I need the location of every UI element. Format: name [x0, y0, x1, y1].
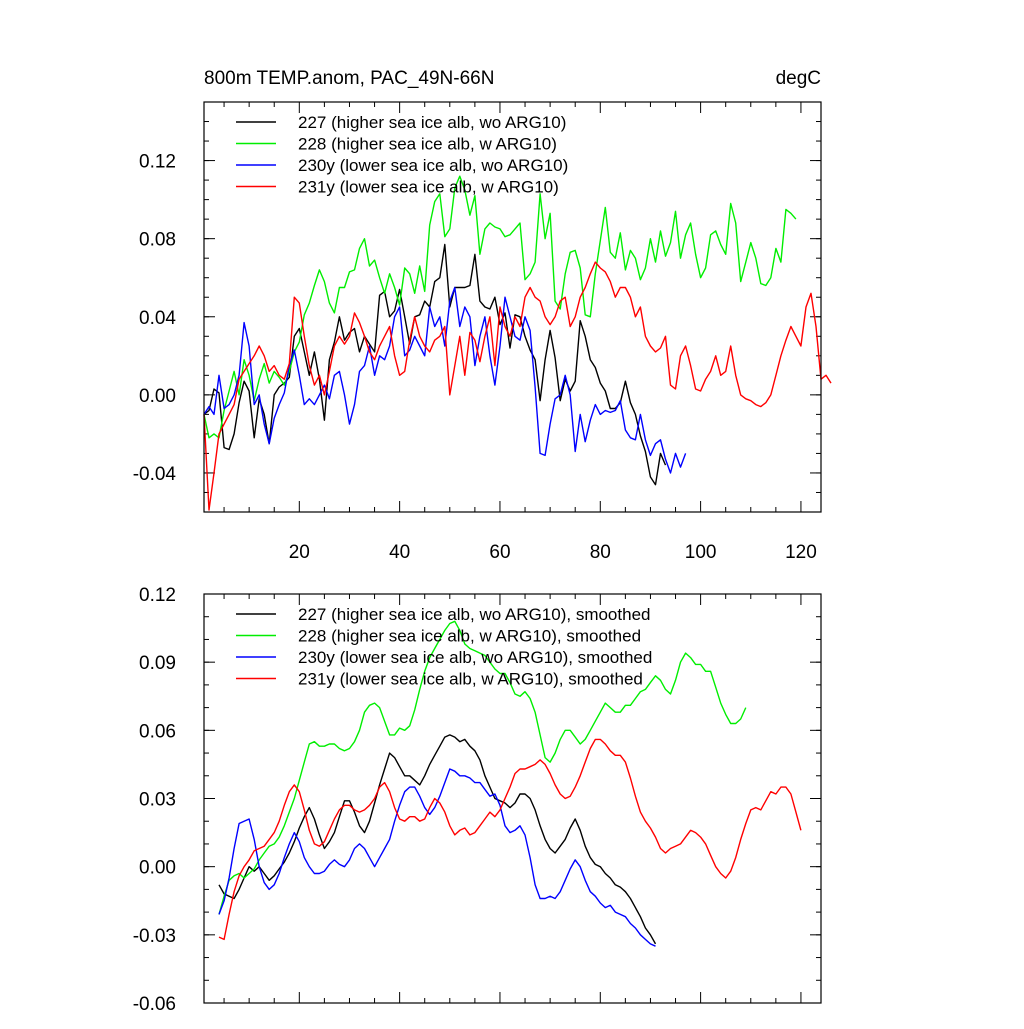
y-tick-label: 0.00	[139, 386, 176, 407]
bottom-plot-frame	[203, 593, 822, 1004]
series-line-3	[203, 261, 832, 511]
legend-label-1: 228 (higher sea ice alb, w ARG10)	[298, 135, 557, 154]
y-tick-label: 0.09	[139, 653, 176, 674]
bottom-legend: 227 (higher sea ice alb, wo ARG10), smoo…	[236, 605, 652, 689]
series-line-3	[218, 738, 802, 941]
x-tick-label: 60	[489, 542, 510, 563]
y-tick-label: -0.04	[133, 464, 177, 485]
y-tick-label: 0.12	[139, 152, 176, 173]
x-tick-label: 80	[590, 542, 611, 563]
x-tick-label: 100	[685, 542, 717, 563]
y-tick-label: 0.00	[139, 858, 176, 879]
series-line-0	[203, 243, 667, 486]
chart-title: 800m TEMP.anom, PAC_49N-66N	[204, 68, 494, 89]
legend-label-0: 227 (higher sea ice alb, wo ARG10)	[298, 113, 566, 132]
series-line-0	[218, 734, 657, 945]
x-tick-label: 20	[289, 542, 310, 563]
y-tick-label: -0.03	[133, 926, 176, 947]
top-plot-frame	[203, 101, 822, 513]
legend-label-2: 230y (lower sea ice alb, wo ARG10), smoo…	[298, 648, 652, 667]
legend-label-0: 227 (higher sea ice alb, wo ARG10), smoo…	[298, 605, 650, 624]
y-tick-label: 0.04	[139, 308, 176, 329]
x-tick-label: 40	[389, 542, 410, 563]
bottom-axis-ticks: -0.06 -0.03 0.00 0.03 0.06 0.09 0.12	[133, 585, 821, 1015]
chart-units: degC	[776, 68, 821, 89]
y-tick-label: 0.08	[139, 230, 176, 251]
legend-label-3: 231y (lower sea ice alb, w ARG10), smoot…	[298, 670, 643, 689]
y-tick-label: -0.06	[133, 994, 176, 1015]
y-tick-label: 0.06	[139, 721, 176, 742]
legend-label-3: 231y (lower sea ice alb, w ARG10)	[298, 178, 559, 197]
series-line-2	[203, 286, 687, 474]
top-axis-ticks: 20 40 60 80 100 120 -0.04 0.00 0.04 0.08 0.12	[133, 101, 821, 563]
legend-label-2: 230y (lower sea ice alb, wo ARG10)	[298, 156, 568, 175]
y-tick-label: 0.03	[139, 790, 176, 811]
y-tick-label: 0.12	[139, 585, 176, 606]
top-series-lines	[203, 175, 832, 511]
bottom-series-lines	[218, 620, 802, 947]
legend-label-1: 228 (higher sea ice alb, w ARG10), smoot…	[298, 627, 641, 646]
series-line-2	[218, 768, 656, 947]
top-panel: 800m TEMP.anom, PAC_49N-66N degC 20 40 60 8…	[133, 68, 832, 563]
series-line-1	[218, 620, 747, 915]
top-legend: 227 (higher sea ice alb, wo ARG10) 228 (h…	[236, 113, 568, 197]
x-tick-label: 120	[785, 542, 817, 563]
bottom-panel: -0.06 -0.03 0.00 0.03 0.06 0.09 0.12 227 (high…	[133, 585, 822, 1015]
